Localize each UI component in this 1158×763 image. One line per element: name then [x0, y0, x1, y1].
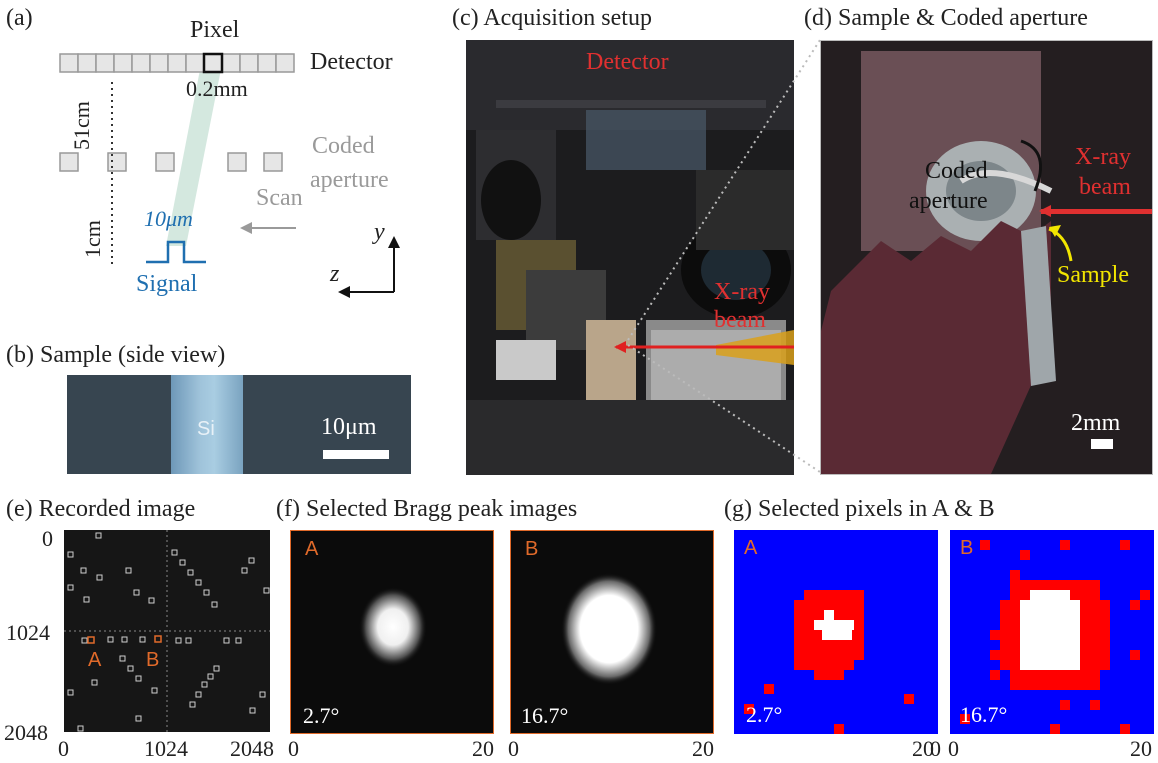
aperture-photo: Coded aperture X-ray beam Sample 2mm: [820, 40, 1153, 475]
setup-detector-label: Detector: [586, 49, 669, 75]
aperture-coded-label-1: Coded: [925, 158, 988, 184]
aperture-xray-label-2: beam: [1079, 174, 1131, 200]
f-xtick-a-0: 0: [288, 736, 299, 761]
aperture-photo-art: [821, 41, 1152, 474]
distance-top-label: 51cm: [69, 101, 94, 150]
sample-photo: Si 10μm: [67, 375, 411, 474]
setup-photo-art: [466, 40, 794, 475]
y-axis-arrow: [388, 236, 400, 248]
z-axis-arrow: [338, 286, 350, 298]
coded-label-2: aperture: [310, 167, 389, 193]
setup-xray-label-2: beam: [714, 307, 766, 333]
signal-label: Signal: [136, 271, 198, 297]
silicon-strip: [171, 375, 243, 474]
beam-band: [166, 54, 224, 246]
aperture-xray-label-1: X-ray: [1075, 144, 1131, 170]
setup-xray-label-1: X-ray: [714, 279, 770, 305]
mask-b-label: B: [960, 537, 974, 559]
f-xtick-a-20: 20: [472, 736, 494, 761]
g-xtick-a-0: 0: [930, 736, 941, 761]
mask-image-b-art: [960, 540, 1150, 734]
region-a-box: [87, 636, 95, 644]
coded-aperture-blocks: [59, 152, 283, 172]
f-xtick-b-0: 0: [508, 736, 519, 761]
bragg-a-angle: 2.7°: [303, 703, 340, 728]
bragg-image-b-art: [561, 573, 657, 685]
mask-image-a: A 2.7°: [734, 530, 938, 734]
recorded-image: A B: [64, 530, 270, 732]
e-ytick-2048: 2048: [4, 720, 48, 745]
panel-c-title: (c) Acquisition setup: [452, 5, 652, 31]
mask-a-angle: 2.7°: [746, 702, 783, 727]
region-a-label: A: [88, 649, 102, 671]
aperture-scale-label: 2mm: [1071, 410, 1121, 436]
scan-arrow: [240, 222, 252, 234]
panel-e-title: (e) Recorded image: [6, 496, 196, 522]
aperture-sample-label: Sample: [1057, 262, 1129, 288]
e-xtick-0: 0: [58, 736, 69, 761]
g-xtick-b-0: 0: [948, 736, 959, 761]
e-xtick-1024: 1024: [144, 736, 188, 761]
detector-label: Detector: [310, 49, 393, 75]
highlighted-pixel: [202, 52, 224, 74]
sample-scale-label: 10μm: [321, 414, 377, 440]
bragg-b-label: B: [525, 538, 539, 560]
mask-image-a-art: [744, 590, 914, 734]
silicon-label: Si: [197, 418, 215, 440]
panel-d-title: (d) Sample & Coded aperture: [804, 5, 1088, 31]
e-ytick-1024: 1024: [6, 620, 50, 645]
aperture-coded-label-2: aperture: [909, 188, 988, 214]
e-xtick-2048: 2048: [230, 736, 274, 761]
detector-pixels: [59, 53, 295, 73]
pixel-label: Pixel: [190, 17, 240, 43]
bragg-a-label: A: [305, 538, 319, 560]
f-xtick-b-20: 20: [692, 736, 714, 761]
sample-scale-bar: [323, 450, 389, 459]
mask-b-angle: 16.7°: [960, 702, 1008, 727]
axis-y-label: y: [374, 219, 385, 245]
bragg-image-a-art: [359, 587, 427, 667]
bragg-b-angle: 16.7°: [521, 703, 569, 728]
setup-photo: Detector X-ray beam: [466, 40, 794, 475]
e-ytick-0: 0: [42, 526, 53, 551]
pixel-size-label: 0.2mm: [186, 76, 248, 101]
bragg-image-a: A 2.7°: [290, 530, 494, 734]
signal-width-label: 10μm: [144, 206, 193, 231]
coded-label-1: Coded: [312, 133, 375, 159]
recorded-image-art: [64, 530, 270, 732]
distance-bottom-label: 1cm: [80, 220, 105, 258]
region-b-box: [154, 635, 162, 643]
bragg-image-b: B 16.7°: [510, 530, 714, 734]
region-b-label: B: [146, 649, 160, 671]
panel-b-title: (b) Sample (side view): [6, 342, 226, 368]
signal-pulse: [146, 240, 206, 264]
scan-label: Scan: [256, 185, 303, 211]
panel-a-label: (a): [6, 5, 33, 31]
panel-a-schematic: [59, 52, 400, 298]
g-xtick-a-20: 20: [912, 736, 934, 761]
g-xtick-b-20: 20: [1130, 736, 1152, 761]
axis-z-label: z: [330, 261, 340, 287]
panel-f-title: (f) Selected Bragg peak images: [276, 496, 578, 522]
mask-a-label: A: [744, 537, 758, 559]
mask-image-b: B 16.7°: [950, 530, 1154, 734]
panel-g-title: (g) Selected pixels in A & B: [724, 496, 995, 522]
